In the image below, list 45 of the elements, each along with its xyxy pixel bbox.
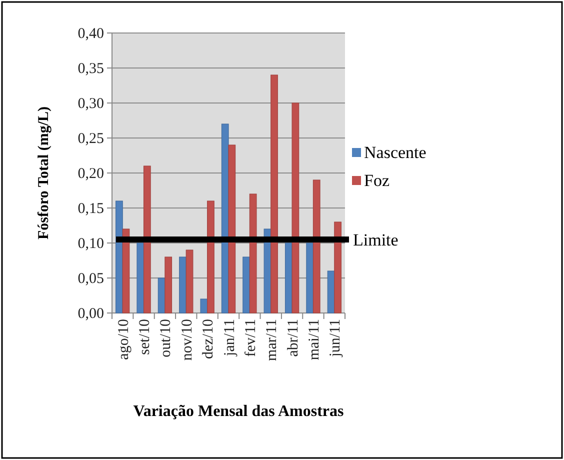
bar [221,124,229,314]
x-tick-label: out/10 [158,319,174,358]
x-tick-label: set/10 [137,319,154,355]
x-tick-label: mai/11 [306,319,322,360]
bar [334,222,342,314]
bar [122,228,130,314]
bar [143,166,151,314]
x-tick-label: abr/11 [285,319,302,357]
x-tick-label: nov/10 [179,319,196,361]
bar [228,144,236,314]
bar [270,74,278,314]
y-tick-label: 0,00 [78,306,104,322]
y-tick-label: 0,10 [78,236,104,252]
bar [292,102,300,314]
bar [158,278,166,314]
bar [327,270,335,314]
bar [116,200,123,314]
x-tick-label: ago/10 [116,319,132,360]
x-tick-label: jun/11 [328,319,344,358]
bar [242,256,250,314]
y-tick-label: 0,20 [78,166,104,182]
x-tick-label: mar/11 [264,319,280,361]
bar [200,298,208,314]
bar [164,256,172,314]
y-tick-label: 0,35 [78,60,104,77]
bar [136,242,144,314]
y-tick-label: 0,40 [78,26,104,42]
bar [312,180,320,314]
y-axis-title: Fósforo Total (mg/L) [36,106,52,240]
x-axis-title: Variação Mensal das Amostras [133,403,344,420]
bar [179,256,186,314]
legend-label: Foz [364,171,390,190]
bar [207,200,214,314]
bar [249,194,257,314]
ref-line-label: Limite [353,230,398,250]
x-tick-label: dez/10 [200,319,217,359]
bar [306,242,314,314]
x-tick-label: jan/11 [222,319,238,357]
y-tick-label: 0,15 [78,200,104,217]
y-tick-label: 0,05 [78,270,104,287]
bar [186,250,194,314]
y-tick-label: 0,25 [78,130,104,147]
legend-label: Nascente [364,143,426,162]
y-tick-label: 0,30 [78,96,104,112]
x-tick-label: fev/11 [242,319,259,357]
